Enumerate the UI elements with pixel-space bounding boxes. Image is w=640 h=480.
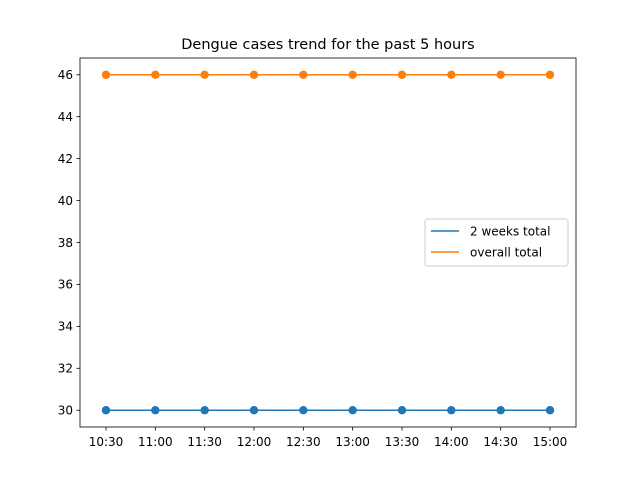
data-point (101, 406, 111, 415)
y-tick-label: 36 (58, 278, 73, 292)
legend: 2 weeks total overall total (424, 218, 569, 267)
y-tick-label: 40 (58, 194, 73, 208)
data-point (299, 406, 308, 415)
chart-title: Dengue cases trend for the past 5 hours (181, 37, 474, 53)
data-point (545, 70, 555, 79)
data-point (447, 406, 456, 415)
legend-box (424, 218, 569, 267)
x-tick-label: 12:00 (237, 435, 272, 449)
data-point (249, 70, 259, 79)
series-2 (101, 70, 555, 79)
x-tick-label: 14:00 (434, 435, 469, 449)
y-axis: 30 32 34 36 38 40 42 44 46 (58, 68, 80, 418)
data-point (348, 70, 357, 79)
data-point (299, 70, 308, 79)
data-point (397, 406, 407, 415)
y-tick-label: 38 (58, 236, 73, 250)
y-tick-label: 34 (58, 320, 73, 334)
x-tick-label: 11:30 (187, 435, 222, 449)
y-tick-label: 42 (58, 152, 73, 166)
legend-label: 2 weeks total (470, 224, 550, 238)
data-point (101, 70, 111, 79)
y-tick-label: 46 (58, 68, 73, 82)
data-point (496, 70, 505, 79)
data-point (496, 406, 505, 415)
y-tick-label: 32 (58, 362, 73, 376)
data-point (447, 70, 456, 79)
data-point (397, 70, 407, 79)
y-tick-label: 30 (58, 404, 73, 418)
x-tick-label: 14:30 (483, 435, 518, 449)
legend-label: overall total (470, 245, 542, 259)
y-tick-label: 44 (58, 110, 73, 124)
x-tick-label: 10:30 (89, 435, 124, 449)
data-point (348, 406, 357, 415)
data-point (200, 70, 209, 79)
x-axis: 10:30 11:00 11:30 12:00 12:30 13:00 13:30 14:00… (89, 427, 568, 449)
x-tick-label: 11:00 (138, 435, 173, 449)
data-point (200, 406, 209, 415)
data-point (151, 406, 160, 415)
x-tick-label: 15:00 (533, 435, 568, 449)
x-tick-label: 12:30 (286, 435, 321, 449)
data-point (249, 406, 259, 415)
data-point (545, 406, 555, 415)
series-layer (101, 70, 555, 415)
x-tick-label: 13:30 (385, 435, 420, 449)
data-point (151, 70, 160, 79)
x-tick-label: 13:00 (335, 435, 370, 449)
series-1 (101, 406, 555, 415)
